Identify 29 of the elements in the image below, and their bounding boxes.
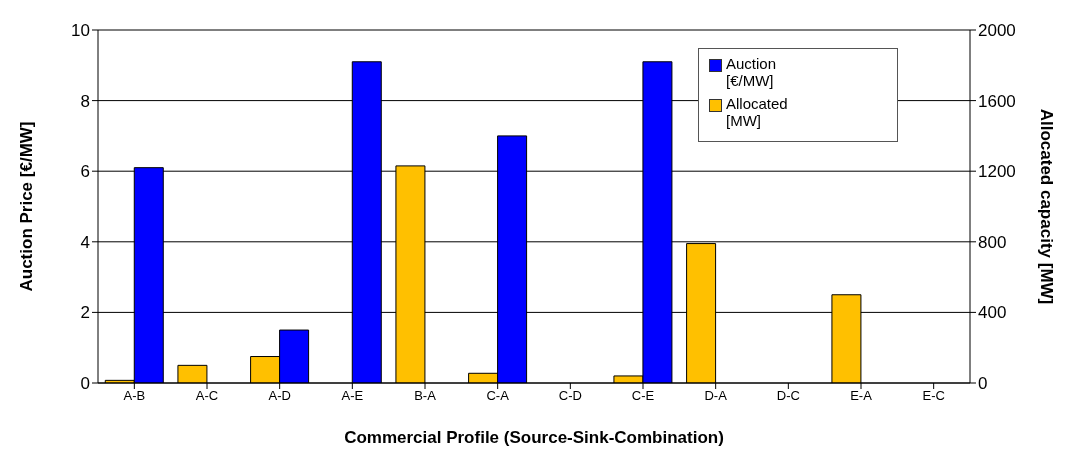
legend-label: Auction [€/MW] [726,55,778,89]
y2-tick-label: 800 [978,232,1007,252]
y2-tick-label: 400 [978,303,1007,323]
y2-tick-label: 1200 [978,162,1016,182]
y-tick-label: 10 [71,21,90,41]
x-tick-label: D-C [776,388,800,404]
y-tick-label: 8 [80,91,90,111]
x-tick-label: A-D [268,388,291,404]
x-tick-label: B-A [414,388,437,404]
y-tick-label: 6 [80,162,90,182]
y2-tick-label: 0 [978,374,988,394]
x-tick-label: C-A [486,388,510,404]
x-tick-label: C-E [631,388,655,404]
x-tick-label: E-C [922,388,945,404]
y2-tick-label: 1600 [978,91,1016,111]
y-axis-title: Auction Price [€/MW] [17,121,37,292]
x-tick-label: A-C [195,388,219,404]
y2-tick-label: 2000 [978,21,1016,41]
x-tick-label: E-A [850,388,873,404]
x-tick-label: D-A [704,388,728,404]
x-tick-label: C-D [558,388,582,404]
x-axis-title: Commercial Profile (Source-Sink-Combination) [344,428,724,447]
x-tick-label: A-B [123,388,146,404]
legend-label: Allocated [MW] [726,95,789,129]
y-tick-label: 4 [80,232,90,252]
y2-axis-title: Allocated capacity [MW] [1036,108,1056,305]
y-tick-label: 2 [80,303,90,323]
x-tick-label: A-E [341,388,364,404]
y-tick-label: 0 [80,374,90,394]
